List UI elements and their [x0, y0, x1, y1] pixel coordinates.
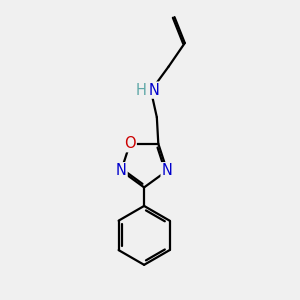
Text: N: N: [162, 163, 172, 178]
Text: H: H: [136, 82, 147, 98]
Text: O: O: [124, 136, 136, 151]
Text: N: N: [148, 82, 159, 98]
Text: N: N: [116, 163, 127, 178]
